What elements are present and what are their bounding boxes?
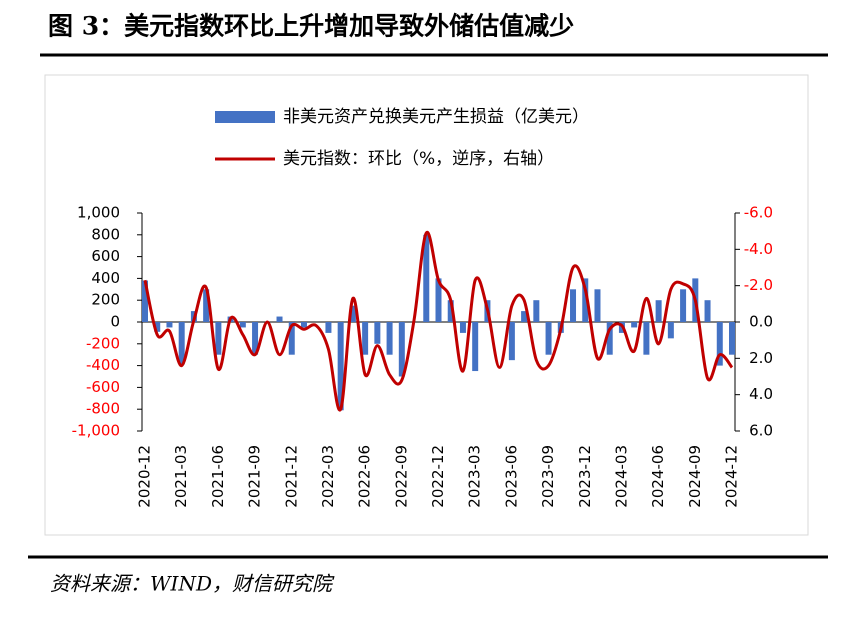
- y-tick-label: 600: [91, 247, 120, 265]
- bar: [667, 322, 674, 339]
- bar: [582, 278, 589, 322]
- y2-tick-label: 4.0: [749, 385, 773, 403]
- bar: [533, 300, 540, 322]
- y-tick-label: -1,000: [72, 422, 120, 440]
- bar: [680, 289, 687, 322]
- bar: [398, 322, 405, 377]
- x-tick-label: 2021-12: [282, 445, 300, 508]
- legend-label: 非美元资产兑换美元产生损益（亿美元）: [283, 107, 589, 127]
- x-tick-label: 2021-03: [172, 445, 190, 508]
- bar: [215, 322, 222, 355]
- x-tick-label: 2022-06: [356, 445, 374, 508]
- x-tick-label: 2020-12: [136, 445, 154, 508]
- bar: [276, 316, 283, 322]
- x-tick-label: 2023-06: [502, 445, 520, 508]
- bar: [472, 322, 479, 372]
- bar: [521, 311, 528, 322]
- legend-label: 美元指数：环比（%，逆序，右轴）: [283, 149, 554, 169]
- legend-swatch: [215, 111, 275, 123]
- bar: [142, 280, 148, 322]
- y-tick-label: -600: [86, 378, 120, 396]
- x-tick-label: 2024-12: [723, 445, 741, 508]
- bar: [447, 300, 454, 322]
- y2-tick-label: 2.0: [749, 349, 773, 367]
- y2-tick-label: 0.0: [749, 313, 773, 331]
- y-tick-label: 1,000: [77, 204, 120, 222]
- bar: [459, 322, 466, 333]
- x-tick-label: 2024-03: [612, 445, 630, 508]
- y-tick-label: 200: [91, 291, 120, 309]
- y-tick-label: 800: [91, 225, 120, 243]
- bar: [643, 322, 650, 355]
- bar: [300, 322, 307, 328]
- bar: [570, 289, 577, 322]
- source-note: 资料来源：WIND，财信研究院: [50, 572, 335, 596]
- y2-tick-label: -6.0: [744, 204, 773, 222]
- bar: [166, 322, 173, 328]
- x-tick-label: 2023-09: [539, 445, 557, 508]
- chart-title: 图 3：美元指数环比上升增加导致外储估值减少: [48, 12, 574, 41]
- bar: [154, 322, 161, 332]
- bar: [435, 278, 442, 322]
- x-tick-label: 2023-03: [466, 445, 484, 508]
- y2-tick-label: 6.0: [749, 422, 773, 440]
- bar: [594, 289, 601, 322]
- bar: [288, 322, 295, 355]
- bar: [655, 300, 662, 322]
- y-tick-label: 400: [91, 269, 120, 287]
- x-tick-label: 2021-06: [209, 445, 227, 508]
- bar: [203, 289, 210, 322]
- bar: [729, 322, 735, 355]
- bar: [337, 322, 344, 411]
- bar: [508, 322, 515, 361]
- bar: [325, 322, 332, 333]
- x-tick-label: 2024-09: [686, 445, 704, 508]
- x-tick-label: 2024-06: [649, 445, 667, 508]
- bar: [716, 322, 723, 366]
- x-tick-label: 2022-09: [392, 445, 410, 508]
- x-tick-label: 2022-03: [319, 445, 337, 508]
- bar: [423, 234, 430, 322]
- y-tick-label: -200: [86, 334, 120, 352]
- bar: [362, 322, 369, 355]
- y-tick-label: 0: [110, 313, 120, 331]
- bar: [349, 305, 356, 322]
- line: [143, 231, 734, 412]
- y-tick-label: -400: [86, 356, 120, 374]
- bar: [252, 322, 259, 355]
- y2-tick-label: -2.0: [744, 276, 773, 294]
- chart-frame: [44, 74, 809, 536]
- x-tick-label: 2022-12: [429, 445, 447, 508]
- x-tick-label: 2023-12: [576, 445, 594, 508]
- y2-tick-label: -4.0: [744, 240, 773, 258]
- bar: [239, 322, 246, 328]
- y-tick-label: -800: [86, 400, 120, 418]
- bar: [704, 300, 711, 322]
- bar: [386, 322, 393, 355]
- bar: [545, 322, 552, 355]
- bar: [374, 322, 381, 344]
- x-tick-label: 2021-09: [246, 445, 264, 508]
- bar: [606, 322, 613, 355]
- bar: [631, 322, 638, 328]
- bar: [178, 322, 185, 365]
